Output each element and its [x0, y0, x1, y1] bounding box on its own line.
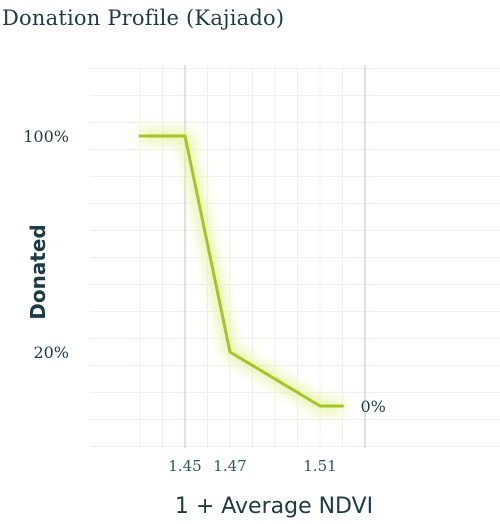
end-value-label: 0%	[361, 397, 386, 416]
tick-labels: 1.45 1.47 1.51 100% 20% 0%	[23, 127, 386, 475]
y-tick-label: 100%	[23, 127, 69, 146]
series-layer	[138, 129, 344, 413]
grid	[90, 65, 500, 448]
x-axis-label: 1 + Average NDVI	[174, 494, 374, 519]
y-axis-label: Donated	[26, 224, 50, 320]
chart-title: Donation Profile (Kajiado)	[2, 6, 285, 30]
x-tick-label: 1.47	[213, 457, 246, 475]
y-tick-label: 20%	[33, 343, 69, 362]
x-tick-label: 1.51	[303, 457, 336, 475]
x-tick-label: 1.45	[168, 457, 201, 475]
